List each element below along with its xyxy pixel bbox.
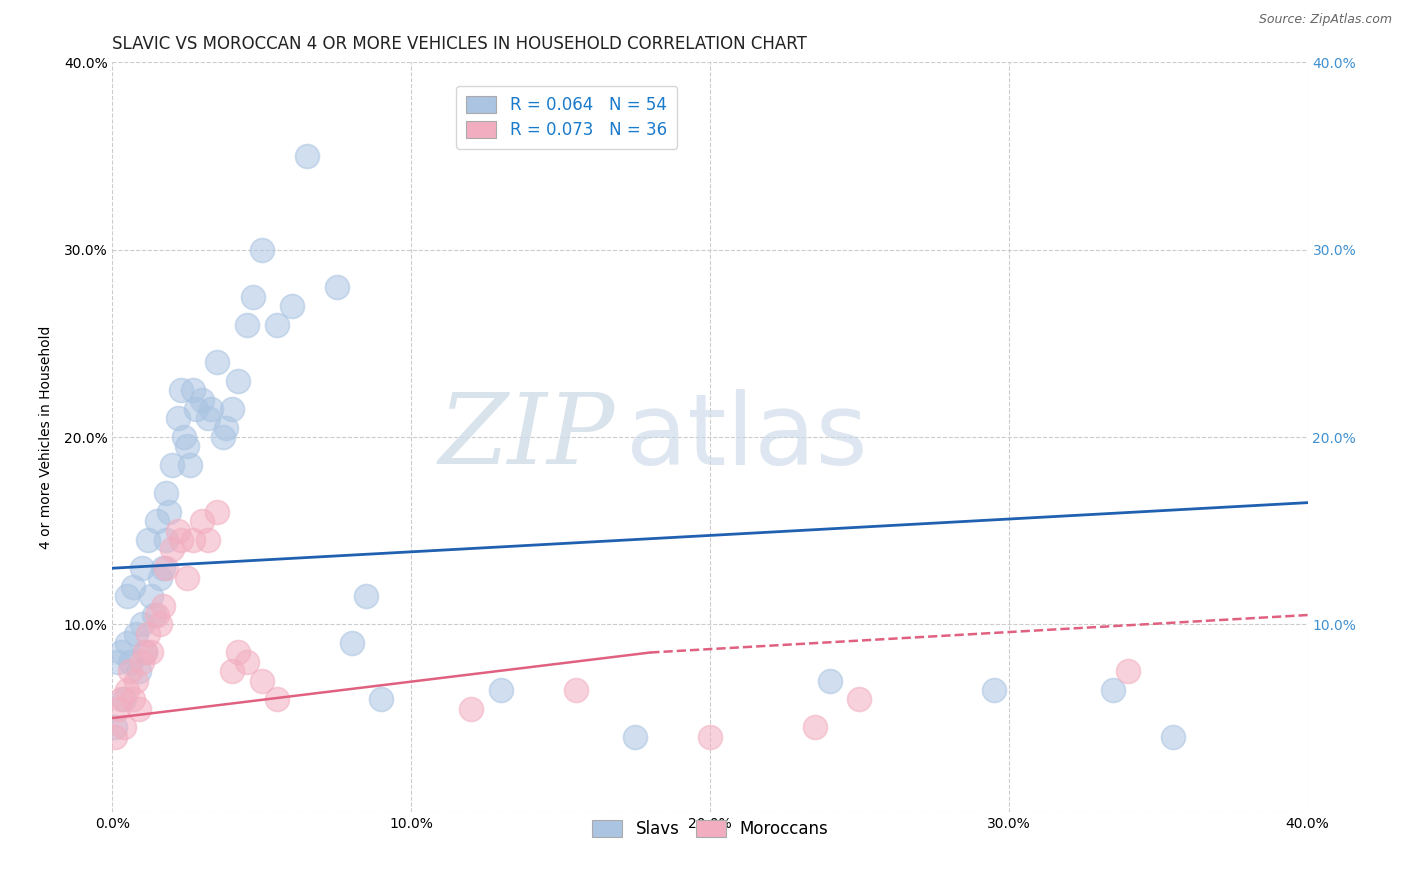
Point: [803, 721, 825, 735]
Point: [266, 692, 288, 706]
Point: [152, 561, 174, 575]
Point: [149, 571, 172, 585]
Point: [131, 561, 153, 575]
Point: [624, 730, 647, 744]
Point: [699, 730, 721, 744]
Y-axis label: 4 or more Vehicles in Household: 4 or more Vehicles in Household: [38, 326, 52, 549]
Point: [110, 646, 132, 660]
Point: [110, 692, 132, 706]
Point: [149, 617, 172, 632]
Point: [242, 289, 264, 303]
Point: [1118, 664, 1140, 679]
Point: [128, 664, 150, 679]
Point: [205, 355, 228, 369]
Point: [131, 655, 153, 669]
Point: [128, 701, 150, 715]
Point: [131, 617, 153, 632]
Point: [179, 458, 201, 473]
Point: [197, 411, 219, 425]
Point: [167, 411, 190, 425]
Point: [125, 626, 148, 640]
Point: [197, 533, 219, 547]
Point: [155, 561, 177, 575]
Point: [120, 655, 142, 669]
Point: [141, 590, 163, 604]
Point: [818, 673, 841, 688]
Point: [134, 646, 156, 660]
Point: [181, 533, 204, 547]
Point: [152, 599, 174, 613]
Point: [104, 721, 127, 735]
Point: [340, 636, 363, 650]
Point: [1102, 683, 1125, 698]
Point: [236, 318, 259, 332]
Point: [138, 626, 160, 640]
Point: [983, 683, 1005, 698]
Point: [250, 673, 273, 688]
Point: [356, 590, 378, 604]
Point: [200, 401, 222, 416]
Point: [162, 458, 183, 473]
Point: [205, 505, 228, 519]
Point: [167, 524, 190, 538]
Point: [460, 701, 482, 715]
Point: [181, 384, 204, 398]
Point: [489, 683, 512, 698]
Point: [146, 514, 169, 528]
Point: [146, 608, 169, 623]
Point: [212, 430, 235, 444]
Text: Source: ZipAtlas.com: Source: ZipAtlas.com: [1258, 13, 1392, 27]
Point: [370, 692, 392, 706]
Point: [266, 318, 288, 332]
Point: [221, 664, 243, 679]
Point: [226, 646, 249, 660]
Point: [162, 542, 183, 557]
Point: [191, 392, 214, 407]
Point: [281, 299, 304, 313]
Point: [134, 646, 156, 660]
Point: [236, 655, 259, 669]
Point: [1161, 730, 1184, 744]
Point: [122, 692, 145, 706]
Legend: Slavs, Moroccans: Slavs, Moroccans: [585, 814, 835, 845]
Point: [117, 590, 139, 604]
Point: [155, 533, 177, 547]
Point: [226, 374, 249, 388]
Point: [186, 401, 208, 416]
Text: atlas: atlas: [627, 389, 868, 485]
Point: [114, 721, 135, 735]
Point: [173, 430, 195, 444]
Point: [191, 514, 214, 528]
Point: [138, 533, 160, 547]
Point: [155, 486, 177, 500]
Point: [117, 636, 139, 650]
Point: [221, 401, 243, 416]
Point: [295, 149, 318, 163]
Point: [143, 608, 166, 623]
Point: [215, 421, 238, 435]
Point: [325, 280, 347, 294]
Point: [170, 533, 193, 547]
Point: [848, 692, 870, 706]
Text: ZIP: ZIP: [439, 390, 614, 484]
Point: [120, 664, 142, 679]
Point: [117, 683, 139, 698]
Point: [176, 571, 198, 585]
Point: [564, 683, 586, 698]
Text: SLAVIC VS MOROCCAN 4 OR MORE VEHICLES IN HOUSEHOLD CORRELATION CHART: SLAVIC VS MOROCCAN 4 OR MORE VEHICLES IN…: [112, 35, 807, 53]
Point: [104, 730, 127, 744]
Point: [176, 440, 198, 453]
Point: [125, 673, 148, 688]
Point: [170, 384, 193, 398]
Point: [250, 243, 273, 257]
Point: [114, 692, 135, 706]
Point: [157, 505, 180, 519]
Point: [107, 655, 129, 669]
Point: [141, 646, 163, 660]
Point: [122, 580, 145, 594]
Point: [107, 701, 129, 715]
